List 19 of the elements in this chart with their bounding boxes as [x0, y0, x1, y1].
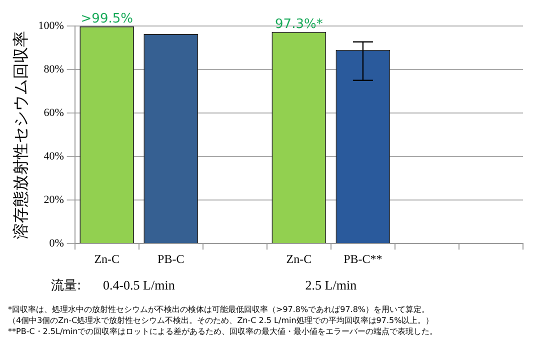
text: *回収率は、処理水中の放射性セシウムが不検出の検体は可能最低回収率（>97.8%であれば97.8%）を用いて算定。 — [8, 304, 431, 315]
data-label: 97.3%* — [275, 16, 324, 32]
x-tick-label: PB-C** — [344, 252, 382, 266]
y-tick-label: 100% — [38, 20, 64, 32]
y-tick-label: 0% — [49, 237, 64, 250]
text: 流量: — [50, 277, 82, 294]
y-tick-label: 80% — [44, 63, 64, 76]
text: 0.4-0.5 L/min — [102, 277, 176, 292]
data-label: >99.5% — [80, 11, 133, 26]
y-tick-label: 60% — [44, 106, 64, 119]
x-tick-label: Zn-C — [94, 252, 120, 266]
y-axis-title: 溶存態放射性セシウム回収率 — [10, 30, 30, 239]
text: **PB-C・2.5L/minでの回収率はロットによる差があるため、回収率の最大値・最小値をエラーバーの端点で表現した。 — [8, 326, 439, 337]
text: 2.5 L/min — [305, 277, 358, 292]
x-tick-label: Zn-C — [286, 252, 312, 266]
text: （4個中3個のZn-C処理水で放射性セシウム不検出。そのため、Zn-C 2.5 L/min処理での平均回収率は97.5%以上。） — [8, 315, 435, 326]
y-tick-label: 20% — [44, 194, 64, 206]
y-tick-label: 40% — [44, 150, 64, 162]
x-tick-label: PB-C — [158, 252, 184, 266]
